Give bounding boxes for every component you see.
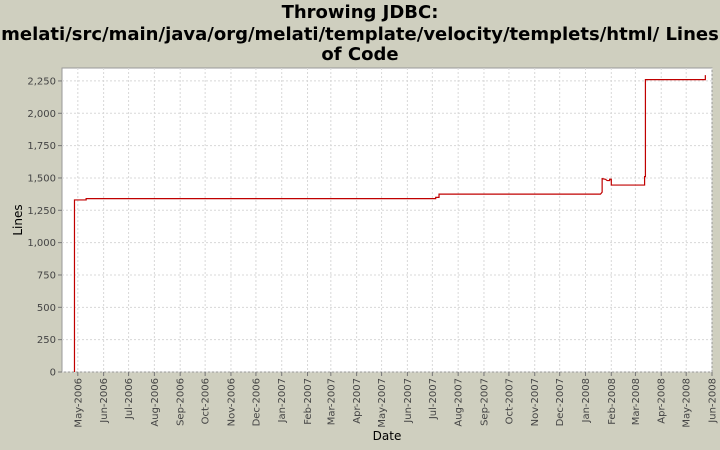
y-tick-label: 1,000 — [27, 238, 56, 249]
x-tick-label: Jun-2007 — [403, 378, 414, 424]
chart-title-line-2: melati/src/main/java/org/melati/template… — [1, 24, 719, 45]
y-tick-label: 2,000 — [27, 109, 56, 120]
x-tick-label: Jan-2008 — [581, 378, 592, 423]
x-axis-ticks: May-2006 Jun-2006 Jul-2006 Aug-2006 Sep-2006… — [73, 372, 719, 428]
y-tick-label: 1,500 — [27, 173, 56, 184]
y-tick-label: 2,250 — [27, 76, 56, 87]
y-tick-label: 0 — [50, 368, 56, 379]
x-tick-label: May-2008 — [682, 378, 693, 428]
plot-area — [61, 67, 713, 373]
series-layer — [73, 75, 706, 372]
x-tick-label: Jun-2008 — [708, 378, 719, 424]
x-tick-label: Apr-2007 — [352, 378, 363, 424]
x-tick-label: Nov-2006 — [226, 378, 237, 426]
x-tick-label: Mar-2008 — [631, 378, 642, 425]
y-tick-label: 1,750 — [27, 141, 56, 152]
x-tick-label: Jul-2006 — [124, 378, 135, 420]
x-tick-label: May-2007 — [377, 378, 388, 428]
x-tick-label: Feb-2008 — [607, 378, 618, 425]
y-axis-ticks: 0 250 500 750 1,000 1,250 1,500 1,750 2,000 2,250 — [27, 76, 62, 379]
chart-title-line-1: Throwing JDBC: — [282, 2, 439, 23]
x-tick-label: Oct-2007 — [504, 378, 515, 424]
series-line — [73, 75, 706, 372]
x-tick-label: May-2006 — [73, 378, 84, 428]
chart-title-line-3: of Code — [321, 44, 398, 65]
y-tick-label: 1,250 — [27, 206, 56, 217]
x-tick-label: Feb-2007 — [303, 378, 314, 425]
y-axis-label: Lines — [11, 204, 25, 235]
x-tick-label: Aug-2006 — [150, 378, 161, 427]
y-tick-label: 750 — [37, 270, 56, 281]
x-tick-label: Dec-2006 — [251, 378, 262, 426]
x-axis-label: Date — [373, 429, 402, 443]
y-tick-label: 250 — [37, 335, 56, 346]
x-tick-label: Apr-2008 — [657, 378, 668, 424]
x-tick-label: Nov-2007 — [530, 378, 541, 426]
x-tick-label: Jul-2007 — [428, 378, 439, 420]
x-tick-label: Mar-2007 — [326, 378, 337, 425]
x-tick-label: Dec-2007 — [555, 378, 566, 426]
x-tick-label: Jun-2006 — [99, 378, 110, 424]
x-tick-label: Sep-2007 — [479, 378, 490, 426]
grid — [62, 68, 713, 373]
x-tick-label: Jan-2007 — [277, 378, 288, 423]
x-tick-label: Aug-2007 — [454, 378, 465, 427]
x-tick-label: Sep-2006 — [176, 378, 187, 426]
x-tick-label: Oct-2006 — [201, 378, 212, 424]
y-tick-label: 500 — [37, 303, 56, 314]
